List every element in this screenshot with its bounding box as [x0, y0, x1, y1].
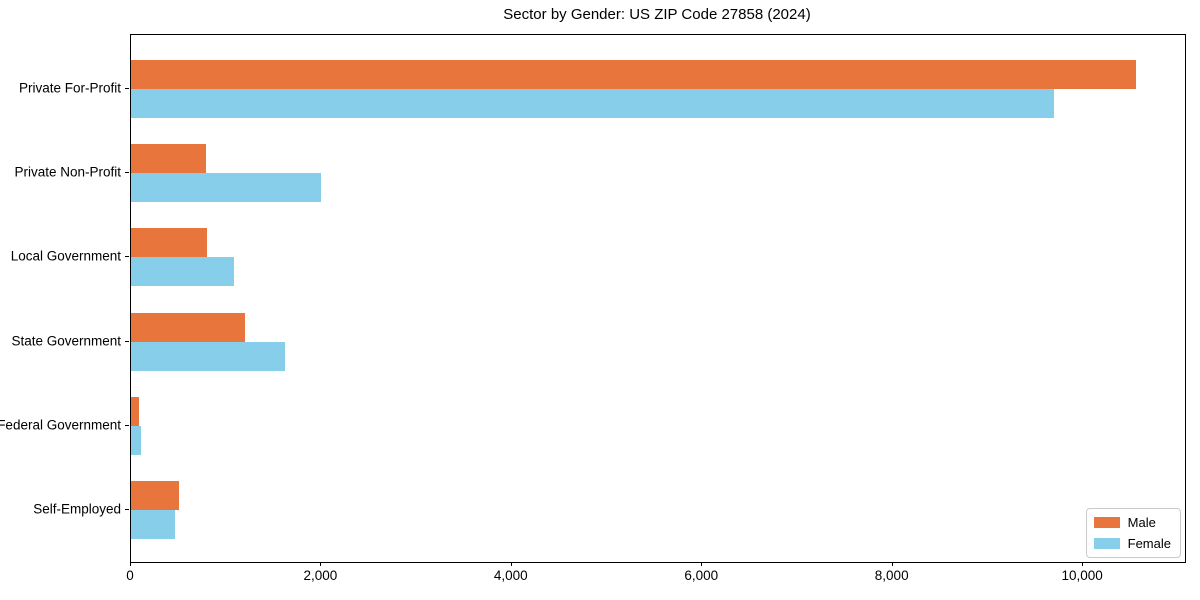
y-tick-label-private-non-profit: Private Non-Profit: [14, 164, 121, 180]
bar-female-private-for-profit: [131, 89, 1054, 118]
y-tick-label-state-government: State Government: [11, 333, 121, 349]
x-tick-mark: [701, 562, 703, 566]
y-tick-label-private-for-profit: Private For-Profit: [18, 80, 121, 96]
y-tick-mark: [125, 256, 129, 258]
x-tick-label-10000: 10,000: [1061, 568, 1103, 583]
chart-title: Sector by Gender: US ZIP Code 27858 (202…: [503, 6, 811, 23]
legend-swatch-female-icon: [1093, 538, 1120, 549]
y-tick-mark: [125, 340, 129, 342]
y-tick-mark: [125, 88, 129, 89]
x-tick-mark: [130, 562, 131, 566]
x-tick-label-0: 0: [126, 568, 134, 583]
legend-label-male: Male: [1127, 515, 1156, 530]
bar-male-local-government: [131, 228, 208, 258]
legend-item-female: Female: [1093, 536, 1171, 551]
y-tick-label-self-employed: Self-Employed: [33, 501, 121, 517]
y-tick-mark: [125, 424, 129, 426]
bar-female-private-non-profit: [131, 173, 322, 203]
legend-label-female: Female: [1127, 536, 1171, 551]
x-tick-label-2000: 2,000: [303, 568, 338, 583]
bar-female-local-government: [131, 257, 234, 287]
bar-male-state-government: [131, 312, 246, 342]
bar-female-state-government: [131, 341, 286, 371]
bar-female-federal-government: [131, 425, 141, 455]
y-tick-mark: [125, 172, 129, 174]
y-tick-label-local-government: Local Government: [10, 248, 121, 264]
x-tick-mark: [1082, 562, 1084, 566]
legend: Male Female: [1085, 508, 1181, 558]
x-tick-mark: [891, 562, 893, 566]
bar-male-self-employed: [131, 481, 179, 510]
x-tick-mark: [320, 562, 322, 566]
bar-female-self-employed: [131, 510, 175, 539]
x-tick-label-4000: 4,000: [493, 568, 528, 583]
bar-male-private-for-profit: [131, 60, 1136, 89]
bar-male-private-non-profit: [131, 144, 207, 174]
y-tick-mark: [125, 509, 129, 510]
x-tick-mark: [510, 562, 512, 566]
bar-male-federal-government: [131, 396, 139, 426]
y-tick-label-federal-government: Federal Government: [0, 417, 121, 433]
x-tick-label-6000: 6,000: [684, 568, 719, 583]
legend-swatch-male-icon: [1093, 517, 1120, 528]
plot-area: Male Female: [130, 34, 1186, 563]
x-tick-label-8000: 8,000: [874, 568, 909, 583]
legend-item-male: Male: [1093, 515, 1171, 530]
